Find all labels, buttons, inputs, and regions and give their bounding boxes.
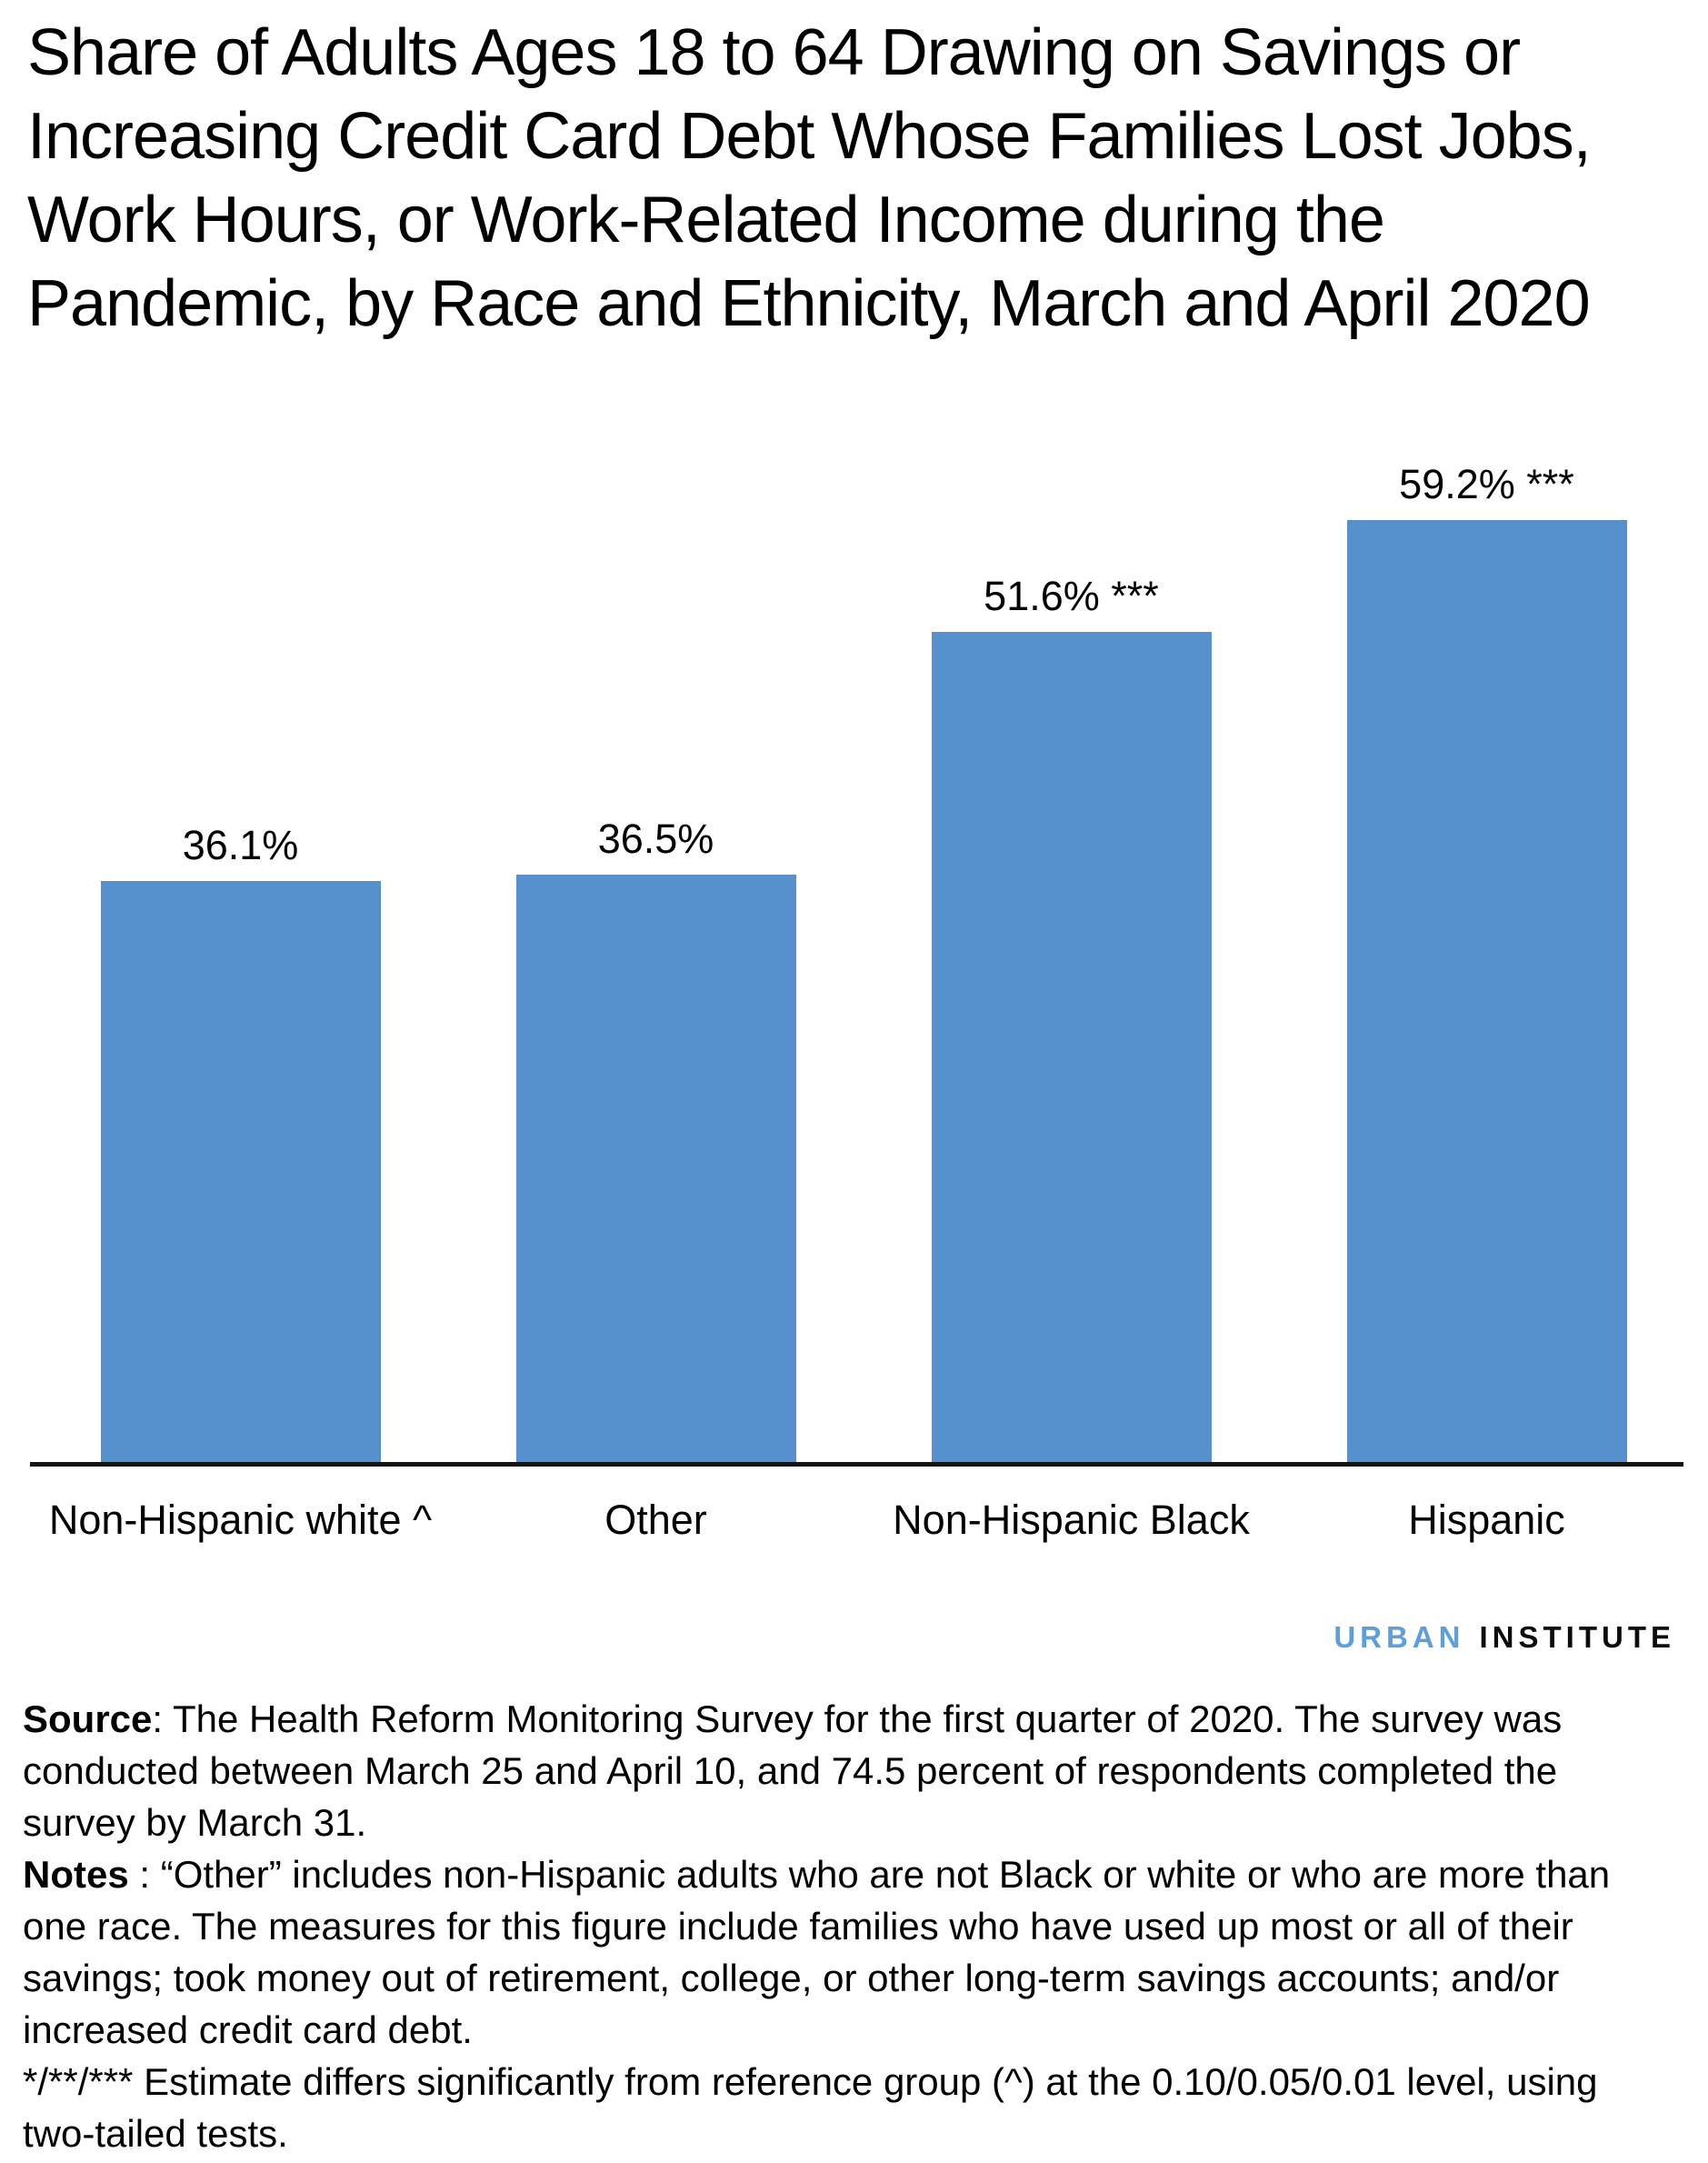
chart-title-line: Share of Adults Ages 18 to 64 Drawing on… — [27, 16, 1521, 89]
chart-title-line: Work Hours, or Work-Related Income durin… — [27, 184, 1385, 256]
bar — [100, 881, 381, 1462]
notes-block: Source: The Health Reform Monitoring Sur… — [23, 1693, 1673, 2159]
source-label: Source — [23, 1697, 153, 1740]
x-axis-label: Non-Hispanic Black — [893, 1497, 1250, 1543]
bar-column: 36.1% — [33, 462, 448, 1462]
logo-institute-text: INSTITUTE — [1479, 1620, 1675, 1654]
bar-value-label: 51.6% *** — [984, 573, 1159, 619]
source-note: Source: The Health Reform Monitoring Sur… — [23, 1693, 1673, 1848]
chart-title: Share of Adults Ages 18 to 64 Drawing on… — [27, 11, 1592, 345]
logo-urban-text: URBAN — [1333, 1620, 1465, 1654]
chart-title-line: Increasing Credit Card Debt Whose Famili… — [27, 100, 1592, 173]
notes-label: Notes — [23, 1853, 129, 1896]
bar — [515, 875, 796, 1462]
bar — [1346, 520, 1627, 1462]
chart-title-line: Pandemic, by Race and Ethnicity, March a… — [27, 267, 1591, 340]
x-axis-label: Other — [604, 1497, 707, 1543]
methodology-note: Notes : “Other” includes non-Hispanic ad… — [23, 1848, 1673, 2056]
bar-column: 59.2% *** — [1279, 462, 1694, 1462]
x-axis-labels: Non-Hispanic white ^ Other Non-Hispanic Bl… — [33, 1496, 1694, 1545]
bar-value-label: 36.1% — [182, 822, 299, 868]
significance-text: */**/*** Estimate differs significantly … — [23, 2060, 1598, 2155]
bar — [931, 632, 1212, 1462]
significance-note: */**/*** Estimate differs significantly … — [23, 2056, 1673, 2159]
x-axis-label: Non-Hispanic white ^ — [48, 1497, 433, 1543]
bar-value-label: 59.2% *** — [1399, 461, 1574, 507]
x-axis-label: Hispanic — [1408, 1497, 1565, 1543]
bar-chart-plot-area: 36.1% 36.5% 51.6% *** 59.2% *** — [33, 462, 1694, 1462]
bar-column: 51.6% *** — [864, 462, 1279, 1462]
source-text: : The Health Reform Monitoring Survey fo… — [23, 1697, 1563, 1844]
urban-institute-logo: URBAN INSTITUTE — [1333, 1620, 1675, 1655]
x-axis-line — [30, 1462, 1683, 1467]
bar-column: 36.5% — [448, 462, 864, 1462]
bar-value-label: 36.5% — [597, 816, 714, 862]
notes-text: : “Other” includes non-Hispanic adults w… — [23, 1853, 1611, 2051]
